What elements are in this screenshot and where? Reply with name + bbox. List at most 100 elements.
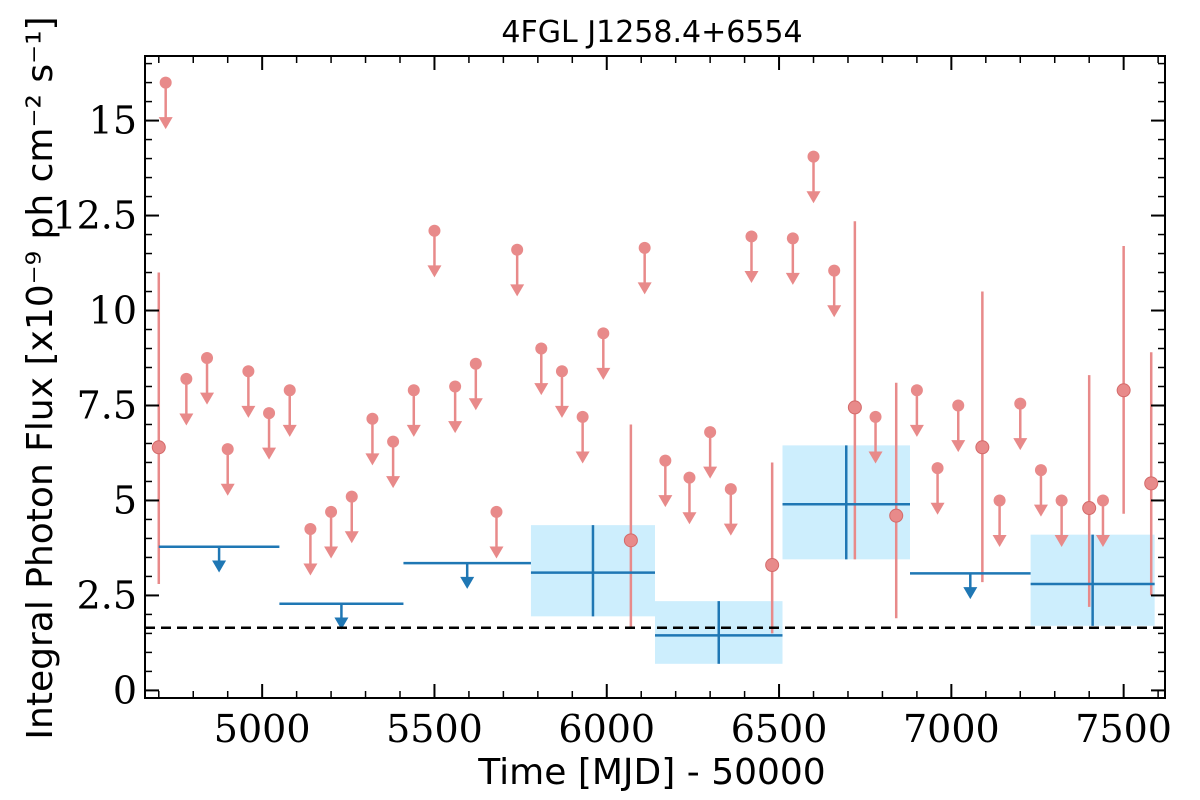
fine-upper-limit-point [576, 410, 589, 423]
coarse-upper-limit-arrow [963, 587, 978, 600]
fine-upper-limit-arrow [282, 424, 297, 437]
plot-frame [144, 55, 1166, 699]
fine-upper-limit-arrow [510, 284, 525, 297]
fine-upper-limit-arrow [909, 424, 924, 437]
fine-upper-limit-point [159, 76, 172, 89]
fine-upper-limit-arrow [468, 398, 483, 411]
fine-upper-limit-point [638, 241, 651, 254]
fine-upper-limit-point [263, 407, 276, 420]
fine-upper-limit-point [786, 232, 799, 245]
fine-upper-limit-point [993, 494, 1006, 507]
fine-upper-limit-point [807, 150, 820, 163]
fine-upper-limit-arrow [827, 305, 842, 318]
fine-upper-limit-point [283, 384, 296, 397]
fine-upper-limit-point [1034, 464, 1047, 477]
fine-upper-limit-point [201, 352, 214, 365]
fine-detection-point [975, 440, 990, 455]
plot-content [145, 76, 1165, 664]
fine-upper-limit-point [1055, 494, 1068, 507]
fine-upper-limit-arrow [723, 523, 738, 536]
fine-upper-limit-arrow [575, 451, 590, 464]
fine-upper-limit-point [535, 342, 548, 355]
fine-upper-limit-arrow [158, 117, 173, 130]
fine-upper-limit-arrow [658, 495, 673, 508]
fine-upper-limit-point [180, 372, 193, 385]
chart-title: 4FGL J1258.4+6554 [501, 15, 802, 50]
fine-upper-limit-point [407, 384, 420, 397]
fine-upper-limit-arrow [868, 451, 883, 464]
x-tick-label: 5000 [214, 707, 311, 751]
fine-upper-limit-arrow [930, 502, 945, 515]
fine-upper-limit-arrow [1054, 535, 1069, 548]
fine-upper-limit-arrow [992, 535, 1007, 548]
fine-upper-limit-arrow [534, 383, 549, 396]
fine-upper-limit-arrow [241, 405, 256, 418]
fine-upper-limit-point [242, 365, 255, 378]
fine-upper-limit-point [745, 230, 758, 243]
y-tick-label: 0 [113, 668, 137, 712]
y-tick-label: 10 [89, 289, 137, 333]
fine-upper-limit-arrow [682, 512, 697, 525]
fine-upper-limit-point [325, 505, 338, 518]
fine-upper-limit-point [449, 380, 462, 393]
fine-upper-limit-arrow [200, 392, 215, 405]
y-tick-label: 7.5 [77, 383, 137, 427]
fine-upper-limit-arrow [806, 191, 821, 204]
fine-upper-limit-arrow [262, 447, 277, 460]
fine-upper-limit-point [366, 412, 379, 425]
y-tick-label: 15 [89, 99, 137, 143]
x-tick-label: 6000 [558, 707, 655, 751]
fine-upper-limit-arrow [951, 440, 966, 453]
fine-detection-point [889, 508, 904, 523]
coarse-upper-limit-arrow [334, 617, 349, 630]
fine-upper-limit-arrow [324, 546, 339, 559]
fine-detection-point [1116, 383, 1131, 398]
fine-upper-limit-point [910, 384, 923, 397]
fine-upper-limit-arrow [365, 453, 380, 466]
fine-upper-limit-point [469, 357, 482, 370]
plot-layer [145, 76, 1165, 664]
y-tick-label: 5 [113, 478, 137, 522]
fine-upper-limit-point [683, 471, 696, 484]
x-axis: 5000 5500 6000 6500 7000 7500 [158, 56, 1172, 751]
fine-upper-limit-point [345, 490, 358, 503]
fine-upper-limit-arrow [489, 546, 504, 559]
x-axis-label: Time [MJD] - 50000 [477, 752, 825, 793]
fine-upper-limit-point [931, 462, 944, 475]
fine-detection-point [765, 558, 780, 573]
fine-upper-limit-arrow [303, 563, 318, 576]
fine-upper-limit-point [597, 327, 610, 340]
fine-upper-limit-point [828, 264, 841, 277]
fine-upper-limit-arrow [179, 413, 194, 426]
fine-upper-limit-arrow [1095, 535, 1110, 548]
fine-upper-limit-arrow [596, 367, 611, 380]
fine-detection-point [847, 400, 862, 415]
y-axis: 0 2.5 5 7.5 10 12.5 15 [52, 62, 1165, 712]
x-tick-label: 6500 [731, 707, 828, 751]
fine-upper-limit-arrow [785, 272, 800, 285]
fine-detection-point [151, 440, 166, 455]
fine-upper-limit-point [952, 399, 965, 412]
fine-upper-limit-point [555, 365, 568, 378]
fine-upper-limit-arrow [386, 476, 401, 489]
fine-upper-limit-point [511, 243, 524, 256]
fine-upper-limit-point [869, 410, 882, 423]
fine-upper-limit-point [724, 483, 737, 496]
fine-upper-limit-point [387, 435, 400, 448]
y-tick-label: 2.5 [77, 573, 137, 617]
fine-upper-limit-point [1096, 494, 1109, 507]
fine-upper-limit-arrow [406, 424, 421, 437]
fine-upper-limit-arrow [703, 466, 718, 479]
fine-upper-limit-arrow [744, 271, 759, 284]
fine-upper-limit-arrow [1013, 438, 1028, 451]
x-tick-label: 7000 [903, 707, 1000, 751]
fine-upper-limit-arrow [344, 531, 359, 544]
fine-upper-limit-point [428, 224, 441, 237]
coarse-upper-limit-arrow [460, 576, 475, 589]
y-axis-label: Integral Photon Flux [x10⁻⁹ ph cm⁻² s⁻¹] [20, 16, 61, 739]
y-tick-label: 12.5 [52, 194, 137, 238]
fine-upper-limit-arrow [448, 421, 463, 434]
coarse-upper-limit-arrow [212, 560, 227, 573]
fine-detection-point [1082, 501, 1097, 516]
